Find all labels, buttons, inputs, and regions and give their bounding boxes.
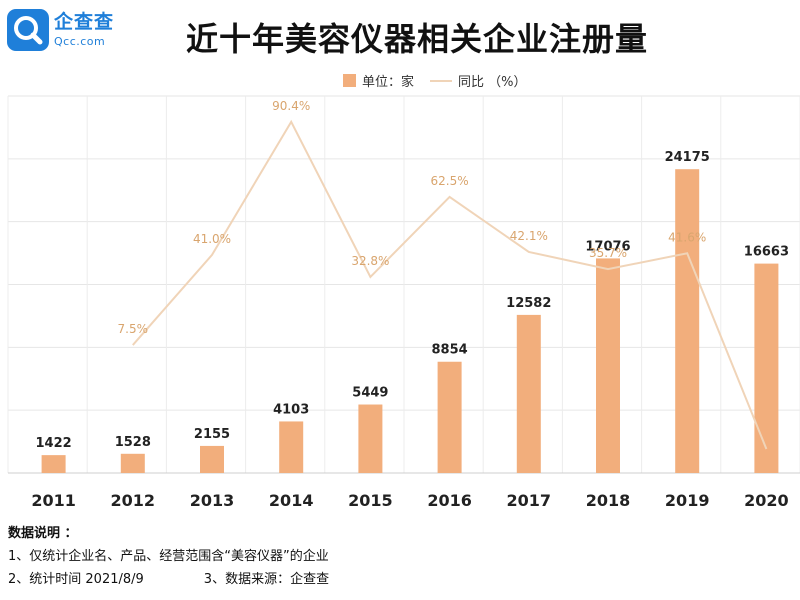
yoy-line xyxy=(132,119,768,450)
chart-canvas: 1422 1528 2155 4103 5449 8854 12582 17076 24175 1… xyxy=(7,95,800,510)
notes-source: 3、数据来源：企查查 xyxy=(203,572,330,587)
legend-line-label: 同比 （%） xyxy=(458,75,527,90)
bar xyxy=(675,169,700,473)
yoy-value-label: 35.7% xyxy=(589,246,627,260)
x-tick-label: 2011 xyxy=(31,491,76,510)
bar xyxy=(754,263,779,473)
data-notes: 数据说明 ： 1、仅统计企业名、产品、经营范围含“美容仪器”的企业 2、统计时间… xyxy=(8,522,329,591)
x-tick-label: 2012 xyxy=(111,491,156,510)
yoy-line-series xyxy=(132,119,768,450)
yoy-value-label: 7.5% xyxy=(118,322,149,336)
yoy-value-label: 41.6% xyxy=(668,230,706,244)
legend-bar-label: 单位：家 xyxy=(362,75,415,90)
chart-title: 近十年美容仪器相关企业注册量 xyxy=(186,20,649,58)
notes-heading: 数据说明 ： xyxy=(8,526,78,541)
yoy-value-label: 62.5% xyxy=(431,174,469,188)
brand-logo: 企查查 Qcc.com xyxy=(6,8,114,52)
x-tick-label: 2017 xyxy=(507,491,552,510)
bar xyxy=(358,404,383,473)
x-tick-label: 2019 xyxy=(665,491,710,510)
x-tick-label: 2013 xyxy=(190,491,235,510)
x-axis: 2011 2012 2013 2014 2015 2016 2017 2018 2019 2020 xyxy=(31,491,788,510)
bar xyxy=(279,421,304,473)
bar-value-label: 2155 xyxy=(194,427,230,442)
bar xyxy=(596,258,620,473)
magnifier-logo-icon xyxy=(7,9,49,51)
notes-line-2: 2、统计时间 2021/8/9 3、数据来源：企查查 xyxy=(8,568,329,591)
bar-value-label: 8854 xyxy=(432,343,468,358)
chart-legend: 单位：家 同比 （%） xyxy=(343,71,527,90)
x-tick-label: 2020 xyxy=(744,491,789,510)
bar xyxy=(41,455,66,473)
yoy-value-label: 32.8% xyxy=(351,254,389,268)
yoy-value-label: 90.4% xyxy=(272,99,310,113)
data-labels: 1422 1528 2155 4103 5449 8854 12582 17076 24175 1… xyxy=(36,99,790,451)
bar-value-label: 24175 xyxy=(665,150,710,165)
x-tick-label: 2018 xyxy=(586,491,631,510)
bar-series xyxy=(41,169,779,473)
bar-value-label: 1422 xyxy=(36,436,72,451)
bar-value-label: 16663 xyxy=(744,245,789,260)
x-tick-label: 2014 xyxy=(269,491,314,510)
brand-name: 企查查 xyxy=(54,11,115,33)
bar xyxy=(200,445,224,473)
brand-domain: Qcc.com xyxy=(54,35,106,48)
x-tick-label: 2016 xyxy=(427,491,472,510)
notes-date: 2、统计时间 2021/8/9 xyxy=(8,572,144,587)
yoy-value-label: 42.1% xyxy=(510,229,548,243)
x-tick-label: 2015 xyxy=(348,491,393,510)
bar-value-label: 17076 xyxy=(585,239,630,254)
bar-value-label: 4103 xyxy=(273,402,309,417)
grid xyxy=(7,95,800,474)
bar-value-label: 1528 xyxy=(115,435,151,450)
bar xyxy=(120,453,145,473)
bar-value-label: 12582 xyxy=(506,296,551,311)
bar xyxy=(437,361,462,473)
legend-line-swatch xyxy=(430,79,453,82)
legend-bar-swatch xyxy=(343,74,356,87)
yoy-value-label: 41.0% xyxy=(193,232,231,246)
notes-line-1: 1、仅统计企业名、产品、经营范围含“美容仪器”的企业 xyxy=(8,549,329,564)
bar xyxy=(516,314,541,473)
bar-value-label: 5449 xyxy=(352,386,388,401)
